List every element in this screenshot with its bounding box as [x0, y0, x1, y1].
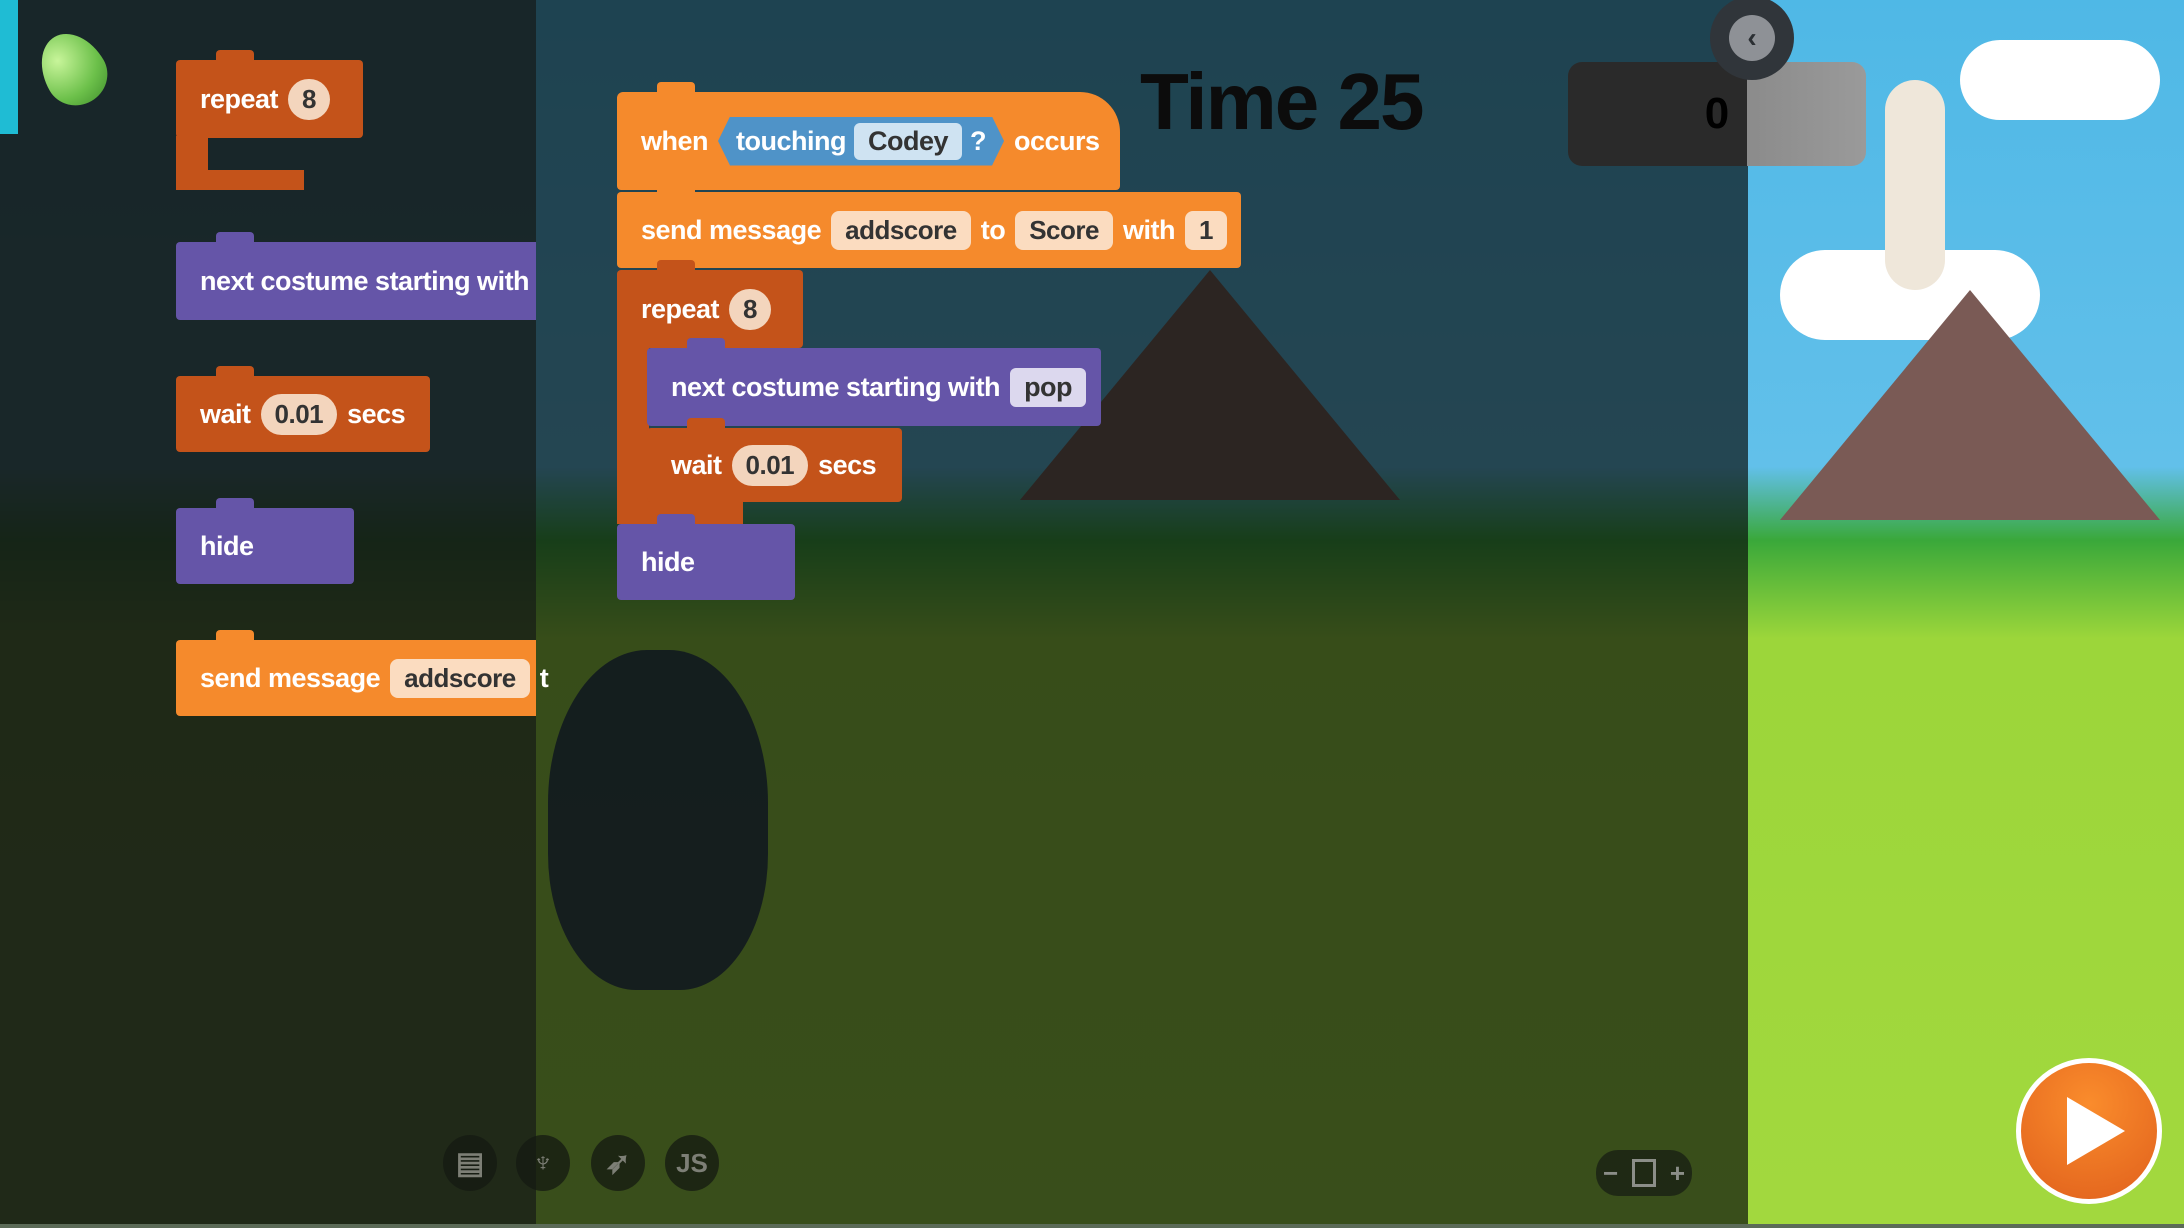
- repeat-c-foot: [176, 170, 304, 190]
- block-label: repeat: [641, 293, 720, 324]
- block-label: wait: [200, 398, 251, 429]
- play-icon: [2067, 1097, 2125, 1165]
- touching-condition[interactable]: touching Codey ?: [718, 117, 1004, 166]
- volcano: [1780, 290, 2160, 520]
- block-label: secs: [818, 449, 877, 480]
- bottom-border: [0, 1224, 2184, 1228]
- zoom-controls: − +: [1596, 1150, 1692, 1196]
- repeat-c-arm: [617, 340, 649, 520]
- wait-block[interactable]: wait 0.01 secs: [647, 418, 902, 502]
- next-costume-block[interactable]: next costume starting with pop: [647, 338, 1101, 426]
- zoom-out-button[interactable]: −: [1602, 1157, 1619, 1188]
- repeat-count[interactable]: 8: [729, 288, 772, 330]
- condition-label: touching: [736, 125, 846, 156]
- category-indicator: [0, 0, 18, 134]
- block-label: occurs: [1014, 125, 1100, 156]
- block-label: when: [641, 125, 709, 156]
- palette-next-costume-block[interactable]: next costume starting with: [176, 232, 536, 320]
- block-palette: [0, 0, 536, 1228]
- message-slot[interactable]: addscore: [831, 210, 971, 250]
- js-icon[interactable]: JS: [665, 1135, 719, 1191]
- swift-icon[interactable]: ➶: [591, 1135, 645, 1191]
- python-icon[interactable]: ♆: [516, 1135, 570, 1191]
- block-label: next costume starting with: [671, 371, 1001, 402]
- block-label: secs: [347, 398, 406, 429]
- palette-hide-block[interactable]: hide: [176, 498, 354, 584]
- wait-value[interactable]: 0.01: [731, 444, 809, 486]
- block-label: send message: [200, 662, 381, 693]
- block-label: repeat: [200, 83, 279, 114]
- palette-repeat-block[interactable]: repeat 8: [176, 50, 363, 138]
- block-label: wait: [671, 449, 722, 480]
- block-label: send message: [641, 214, 822, 245]
- palette-send-message-block[interactable]: send message addscore t: [176, 630, 549, 716]
- play-button[interactable]: [2016, 1058, 2162, 1204]
- block-label: to: [980, 214, 1006, 245]
- block-label: next costume starting with: [200, 265, 530, 296]
- collapse-stage-button[interactable]: ‹: [1710, 0, 1794, 80]
- question-mark: ?: [970, 125, 987, 156]
- costume-prefix-slot[interactable]: pop: [1010, 367, 1087, 407]
- block-label: hide: [641, 546, 695, 577]
- wait-value[interactable]: 0.01: [260, 393, 338, 435]
- hide-block[interactable]: hide: [617, 514, 795, 600]
- block-label: t: [539, 662, 549, 693]
- fit-screen-icon[interactable]: [1632, 1159, 1656, 1187]
- chevron-left-icon: ‹: [1729, 15, 1775, 61]
- message-slot[interactable]: addscore: [390, 658, 530, 698]
- target-dropdown[interactable]: Codey: [854, 123, 962, 160]
- cloud: [1960, 40, 2160, 120]
- zoom-in-button[interactable]: +: [1669, 1157, 1686, 1188]
- timer-text: Time 25: [1140, 57, 1424, 146]
- receiver-slot[interactable]: Score: [1015, 210, 1113, 250]
- repeat-block[interactable]: repeat 8: [617, 260, 803, 348]
- block-label: hide: [200, 530, 254, 561]
- repeat-count[interactable]: 8: [288, 78, 331, 120]
- value-slot[interactable]: 1: [1184, 210, 1227, 250]
- block-label: with: [1122, 214, 1176, 245]
- blocks-icon[interactable]: ▤: [443, 1135, 497, 1191]
- send-message-block[interactable]: send message addscore to Score with 1: [617, 182, 1241, 268]
- palette-wait-block[interactable]: wait 0.01 secs: [176, 366, 430, 452]
- score-display: 0: [1568, 62, 1866, 166]
- when-touching-hat-block[interactable]: when touching Codey ? occurs: [617, 82, 1120, 190]
- smoke: [1885, 80, 1945, 290]
